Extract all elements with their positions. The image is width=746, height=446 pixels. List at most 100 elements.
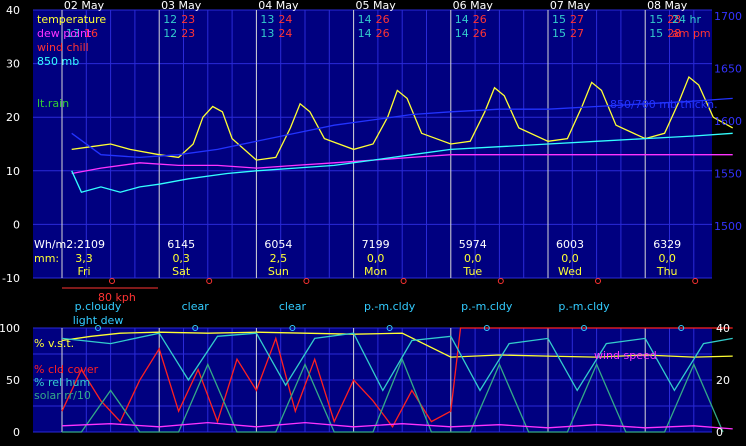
- sky-marker: [386, 325, 393, 331]
- sky-marker: [678, 325, 685, 331]
- y2-tick-label: 1500: [714, 220, 742, 233]
- rain-value: 3,3: [75, 252, 93, 265]
- weekday-label: Fri: [77, 265, 90, 278]
- solar-value: 6145: [167, 238, 195, 251]
- wind-marker: [595, 278, 601, 284]
- sky-marker: [192, 325, 199, 331]
- weekday-label: Thu: [656, 265, 678, 278]
- lo-am-value: 13: [260, 27, 274, 40]
- series-850-mb: [71, 132, 733, 193]
- y-tick-label: -10: [2, 272, 20, 285]
- series--v-s-t-: [61, 331, 733, 358]
- wind-marker: [206, 278, 213, 284]
- legend-top-item: dew point: [37, 27, 92, 40]
- solar-value: 7199: [362, 238, 390, 251]
- lo-am-value: 13: [66, 27, 80, 40]
- rain-value: 0,0: [658, 252, 676, 265]
- y2-tick-label: 0: [716, 426, 723, 439]
- sky-condition: p.cloudy: [75, 300, 122, 313]
- sky-condition: clear: [279, 300, 307, 313]
- hi-pm-value: 26: [376, 13, 390, 26]
- y2-tick-label: 1650: [714, 63, 742, 76]
- solar-value: 5974: [459, 238, 487, 251]
- y-tick-label: 0: [13, 426, 20, 439]
- legend-top-item: temperature: [37, 13, 106, 26]
- sky-condition: p.-m.cldy: [364, 300, 416, 313]
- y2-tick-label: 20: [716, 374, 730, 387]
- day-date-label: 08 May: [647, 0, 688, 12]
- hi-pm-value: 28: [667, 13, 681, 26]
- lo-am-value: 15: [649, 27, 663, 40]
- day-date-label: 05 May: [355, 0, 396, 12]
- weekday-label: Tue: [462, 265, 482, 278]
- lo-pm-value: 23: [181, 27, 195, 40]
- legend-top-item: lt.rain: [37, 97, 69, 110]
- series--cld-cover: [61, 327, 733, 429]
- day-date-label: 06 May: [453, 0, 494, 12]
- weekday-label: Mon: [364, 265, 387, 278]
- rain-value: 0,0: [561, 252, 579, 265]
- wind-marker: [109, 278, 115, 284]
- sky-condition: p.-m.cldy: [461, 300, 513, 313]
- series-temperature: [71, 75, 734, 161]
- y-tick-label: 50: [6, 374, 20, 387]
- day-date-label: 03 May: [161, 0, 202, 12]
- y2-tick-label: 40: [716, 322, 730, 335]
- y-tick-label: 0: [13, 218, 20, 231]
- rain-unit-label: mm:: [34, 252, 59, 265]
- weekday-label: Sun: [268, 265, 289, 278]
- legend-bottom-item: solar rr/10: [34, 389, 91, 402]
- lo-am-value: 14: [358, 27, 372, 40]
- legend-top-item: wind chill: [37, 41, 89, 54]
- hi-pm-value: 24: [278, 13, 292, 26]
- lo-pm-value: 27: [570, 27, 584, 40]
- legend-bottom-item: % v.s.t.: [34, 337, 74, 350]
- weekday-label: Sat: [172, 265, 191, 278]
- y-tick-label: 20: [6, 111, 20, 124]
- lo-am-value: 15: [552, 27, 566, 40]
- grid-layer: [33, 9, 712, 433]
- sky-marker: [289, 325, 296, 331]
- solar-value: Wh/m2:2109: [34, 238, 105, 251]
- solar-value: 6329: [653, 238, 681, 251]
- wind-marker: [400, 278, 407, 284]
- y-tick-label: 100: [0, 322, 20, 335]
- hi-am-value: 13: [260, 13, 274, 26]
- sky-marker: [483, 325, 490, 331]
- sky-condition-2: light dew: [73, 314, 124, 327]
- sky-condition: clear: [182, 300, 210, 313]
- legend-bottom-item: % rel hum: [34, 376, 90, 389]
- rain-value: 0,0: [367, 252, 385, 265]
- legend-bottom-item: % cld cover: [34, 363, 99, 376]
- rain-value: 0,3: [172, 252, 190, 265]
- wind-scale-label: 80 kph: [98, 291, 136, 304]
- sky-marker: [581, 325, 587, 331]
- hi-pm-value: 23: [181, 13, 195, 26]
- y-tick-label: 30: [6, 58, 20, 71]
- y-tick-label: 40: [6, 4, 20, 17]
- wind-marker: [692, 278, 699, 284]
- y-tick-label: 10: [6, 165, 20, 178]
- hi-am-value: 15: [649, 13, 663, 26]
- lo-am-value: 12: [163, 27, 177, 40]
- wind-marker: [497, 278, 504, 284]
- y2-tick-label: 1600: [714, 115, 742, 128]
- hi-pm-value: 27: [570, 13, 584, 26]
- legend-top-item: 850/700 mb thickn.: [610, 98, 718, 111]
- legend-top-item: 850 mb: [37, 55, 79, 68]
- series--rel-hum: [61, 332, 733, 392]
- solar-value: 6054: [264, 238, 292, 251]
- unit-ampm-label: am pm: [672, 27, 711, 40]
- hi-am-value: 14: [358, 13, 372, 26]
- rain-value: 2,5: [270, 252, 288, 265]
- label-layer: -100102030401500155016001650170005010002…: [0, 0, 742, 439]
- sky-marker: [95, 325, 101, 331]
- lo-pm-value: 16: [84, 27, 98, 40]
- series-layer: [61, 75, 734, 433]
- hi-pm-value: 26: [473, 13, 487, 26]
- lo-pm-value: 28: [667, 27, 681, 40]
- hi-am-value: 15: [552, 13, 566, 26]
- series-850-700-mb-thickn-: [71, 97, 733, 159]
- lo-pm-value: 26: [473, 27, 487, 40]
